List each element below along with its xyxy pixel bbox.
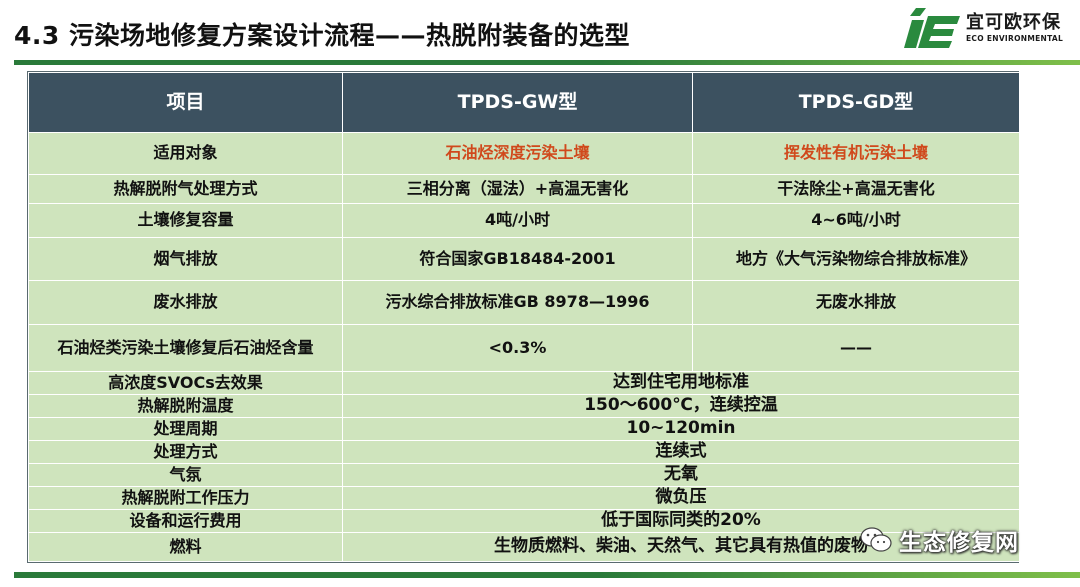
header-gw: TPDS-GW型 [342, 72, 693, 133]
gw-value: 污水综合排放标准GB 8978—1996 [342, 280, 693, 325]
row-label: 土壤修复容量 [28, 203, 343, 238]
shared-value: 150～600℃，连续控温 [342, 394, 1020, 418]
watermark: 生态修复网 [859, 522, 1044, 558]
gw-value: 符合国家GB18484-2001 [342, 237, 693, 281]
shared-value: 微负压 [342, 486, 1020, 510]
gd-value: 4~6吨/小时 [692, 203, 1020, 238]
table-row: 燃料 生物质燃料、柴油、天然气、其它具有热值的废物 [28, 532, 1020, 562]
row-label: 高浓度SVOCs去效果 [28, 371, 343, 395]
row-label: 热解脱附气处理方式 [28, 174, 343, 204]
row-label: 废水排放 [28, 280, 343, 325]
shared-value: 生物质燃料、柴油、天然气、其它具有热值的废物 [342, 532, 1020, 562]
table-row: 热解脱附温度 150～600℃，连续控温 [28, 394, 1020, 418]
row-label: 燃料 [28, 532, 343, 562]
table-header-row: 项目 TPDS-GW型 TPDS-GD型 [28, 72, 1020, 133]
company-logo: 宜可欧环保 ECO ENVIRONMENTAL [902, 4, 1064, 52]
page-title: 4.3 污染场地修复方案设计流程——热脱附装备的选型 [14, 21, 630, 50]
row-label: 设备和运行费用 [28, 509, 343, 533]
table-row: 石油烃类污染土壤修复后石油烃含量 <0.3% —— [28, 324, 1020, 372]
gd-value: —— [692, 324, 1020, 372]
ie-logo-icon [904, 8, 960, 48]
row-label: 适用对象 [28, 132, 343, 175]
shared-value: 10~120min [342, 417, 1020, 441]
row-label: 处理方式 [28, 440, 343, 464]
footer-divider [14, 572, 1080, 578]
wechat-icon [860, 527, 892, 552]
table-row: 适用对象 石油烃深度污染土壤 挥发性有机污染土壤 [28, 132, 1020, 175]
gw-value: <0.3% [342, 324, 693, 372]
gw-value: 石油烃深度污染土壤 [342, 132, 693, 175]
gd-value: 干法除尘+高温无害化 [692, 174, 1020, 204]
shared-value: 无氧 [342, 463, 1020, 487]
gd-value: 挥发性有机污染土壤 [692, 132, 1020, 175]
row-label: 气氛 [28, 463, 343, 487]
row-label: 石油烃类污染土壤修复后石油烃含量 [28, 324, 343, 372]
title-divider [14, 60, 1080, 65]
table-row: 热解脱附工作压力 微负压 [28, 486, 1020, 510]
table-row: 处理方式 连续式 [28, 440, 1020, 464]
table-row: 土壤修复容量 4吨/小时 4~6吨/小时 [28, 203, 1020, 238]
spec-table: 项目 TPDS-GW型 TPDS-GD型 适用对象 石油烃深度污染土壤 挥发性有… [28, 72, 1020, 562]
gd-value: 无废水排放 [692, 280, 1020, 325]
table-row: 处理周期 10~120min [28, 417, 1020, 441]
gw-value: 4吨/小时 [342, 203, 693, 238]
gw-value: 三相分离（湿法）+高温无害化 [342, 174, 693, 204]
logo-english-name: ECO ENVIRONMENTAL [966, 34, 1064, 43]
row-label: 处理周期 [28, 417, 343, 441]
table-row: 高浓度SVOCs去效果 达到住宅用地标准 [28, 371, 1020, 395]
header-item: 项目 [28, 72, 343, 133]
table-row: 气氛 无氧 [28, 463, 1020, 487]
header-gd: TPDS-GD型 [692, 72, 1020, 133]
shared-value: 达到住宅用地标准 [342, 371, 1020, 395]
row-label: 热解脱附温度 [28, 394, 343, 418]
logo-chinese-name: 宜可欧环保 [966, 12, 1061, 33]
table-row: 废水排放 污水综合排放标准GB 8978—1996 无废水排放 [28, 280, 1020, 325]
table-row: 烟气排放 符合国家GB18484-2001 地方《大气污染物综合排放标准》 [28, 237, 1020, 281]
row-label: 烟气排放 [28, 237, 343, 281]
spec-table-container: 项目 TPDS-GW型 TPDS-GD型 适用对象 石油烃深度污染土壤 挥发性有… [27, 71, 1020, 563]
shared-value: 连续式 [342, 440, 1020, 464]
gd-value: 地方《大气污染物综合排放标准》 [692, 237, 1020, 281]
table-row: 热解脱附气处理方式 三相分离（湿法）+高温无害化 干法除尘+高温无害化 [28, 174, 1020, 204]
row-label: 热解脱附工作压力 [28, 486, 343, 510]
watermark-text: 生态修复网 [899, 530, 1019, 556]
